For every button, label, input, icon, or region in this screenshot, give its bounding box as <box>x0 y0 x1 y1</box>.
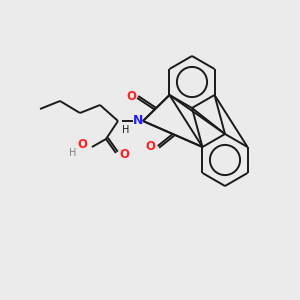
Text: H: H <box>69 148 77 158</box>
Text: H: H <box>122 125 130 135</box>
Text: O: O <box>119 148 129 161</box>
Text: O: O <box>126 89 136 103</box>
Text: O: O <box>146 140 156 152</box>
Text: O: O <box>77 139 87 152</box>
Text: N: N <box>133 115 143 128</box>
